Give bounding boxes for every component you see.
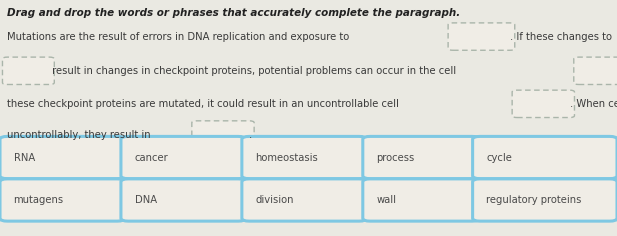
FancyBboxPatch shape: [0, 179, 125, 221]
FancyBboxPatch shape: [0, 136, 125, 179]
FancyBboxPatch shape: [448, 23, 515, 50]
Text: cycle: cycle: [486, 152, 512, 163]
Text: cancer: cancer: [135, 152, 168, 163]
FancyBboxPatch shape: [192, 121, 254, 148]
FancyBboxPatch shape: [121, 179, 246, 221]
Text: .: .: [249, 130, 252, 139]
Text: uncontrollably, they result in: uncontrollably, they result in: [7, 130, 154, 139]
FancyBboxPatch shape: [121, 136, 246, 179]
Text: result in changes in checkpoint proteins, potential problems can occur in the ce: result in changes in checkpoint proteins…: [49, 66, 460, 76]
Text: these checkpoint proteins are mutated, it could result in an uncontrollable cell: these checkpoint proteins are mutated, i…: [7, 99, 402, 109]
FancyBboxPatch shape: [242, 179, 366, 221]
Text: wall: wall: [376, 195, 396, 205]
FancyBboxPatch shape: [473, 136, 617, 179]
Text: process: process: [376, 152, 415, 163]
Text: . If these changes to: . If these changes to: [510, 32, 612, 42]
FancyBboxPatch shape: [363, 179, 479, 221]
FancyBboxPatch shape: [242, 136, 366, 179]
Text: division: division: [255, 195, 294, 205]
Text: . When cells divide: . When cells divide: [569, 99, 617, 109]
FancyBboxPatch shape: [2, 57, 54, 84]
FancyBboxPatch shape: [473, 179, 617, 221]
Text: mutagens: mutagens: [14, 195, 64, 205]
Text: RNA: RNA: [14, 152, 35, 163]
Text: regulatory proteins: regulatory proteins: [486, 195, 582, 205]
Text: DNA: DNA: [135, 195, 157, 205]
FancyBboxPatch shape: [363, 136, 479, 179]
FancyBboxPatch shape: [512, 90, 574, 118]
Text: homeostasis: homeostasis: [255, 152, 318, 163]
FancyBboxPatch shape: [574, 57, 617, 84]
Text: Drag and drop the words or phrases that accurately complete the paragraph.: Drag and drop the words or phrases that …: [7, 8, 461, 18]
Text: Mutations are the result of errors in DNA replication and exposure to: Mutations are the result of errors in DN…: [7, 32, 353, 42]
